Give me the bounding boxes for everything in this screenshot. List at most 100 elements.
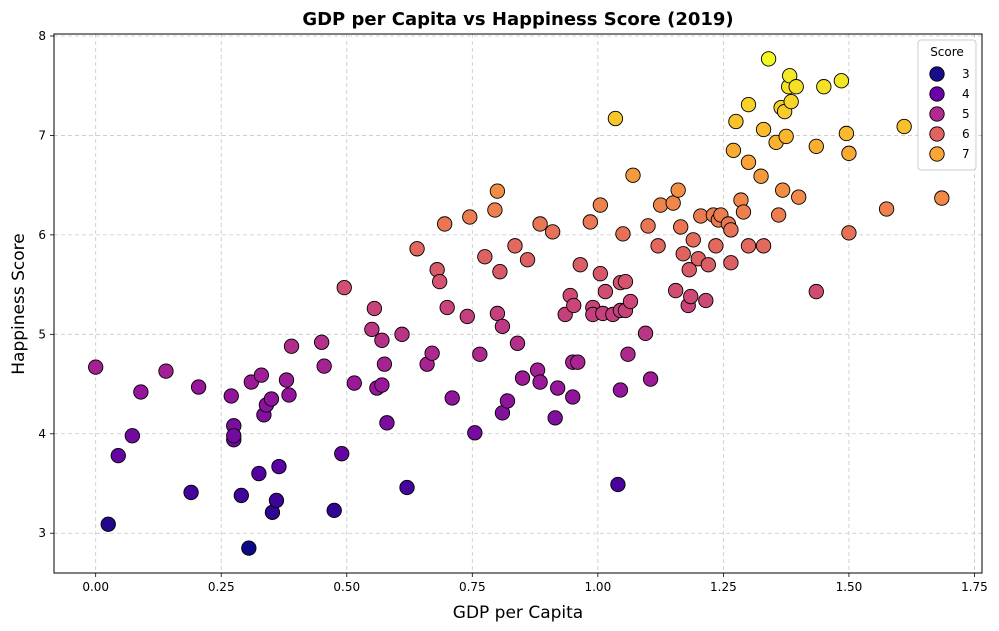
data-point (565, 389, 581, 405)
data-point (379, 415, 395, 431)
data-point (253, 367, 270, 383)
data-point (88, 359, 104, 375)
data-point (668, 282, 684, 299)
data-point (778, 128, 794, 145)
data-point (625, 167, 641, 183)
data-point (364, 321, 380, 338)
data-point (283, 338, 300, 354)
data-point (770, 207, 787, 223)
data-point (100, 516, 116, 532)
data-point (487, 202, 503, 218)
data-point (509, 335, 526, 351)
plot-area (54, 34, 982, 573)
data-point (278, 372, 295, 388)
data-point (477, 249, 493, 265)
data-point (492, 264, 508, 280)
data-point (753, 168, 769, 184)
data-point (268, 492, 285, 509)
data-point (499, 393, 516, 409)
legend-marker (929, 126, 945, 142)
y-tick-label: 4 (38, 427, 46, 441)
data-point (226, 428, 242, 444)
data-point (183, 484, 199, 501)
data-point (622, 293, 639, 310)
legend-title: Score (930, 45, 964, 59)
data-point (735, 204, 752, 220)
axes (53, 33, 983, 574)
x-tick-label: 1.25 (710, 580, 737, 594)
data-point (783, 93, 799, 110)
data-point (241, 540, 257, 556)
data-point (640, 218, 656, 234)
data-point (399, 479, 415, 496)
data-point (841, 145, 857, 161)
data-point (740, 154, 757, 170)
data-point (314, 334, 330, 350)
data-point (896, 118, 912, 135)
data-point (607, 110, 624, 127)
data-point (592, 197, 609, 213)
data-point (251, 465, 267, 482)
data-point (675, 246, 691, 262)
data-point (788, 79, 804, 95)
legend: Score 3 4 5 6 7 (917, 39, 977, 171)
data-point (489, 183, 506, 199)
data-point (133, 384, 149, 400)
x-tick-label: 0.00 (82, 580, 109, 594)
legend-marker (929, 66, 945, 82)
data-point (374, 332, 390, 348)
data-point (394, 326, 410, 342)
data-point (444, 390, 460, 406)
chart-title: GDP per Capita vs Happiness Score (2019) (302, 9, 733, 30)
data-point (439, 299, 455, 316)
data-point (459, 308, 475, 325)
data-point (681, 262, 697, 278)
data-point (610, 476, 626, 493)
x-axis-label: GDP per Capita (453, 603, 583, 623)
data-point (620, 346, 636, 362)
ticks: 0.00 0.25 0.50 0.75 1.00 1.25 1.50 1.75 3 4 5 6 7 8 (38, 29, 987, 594)
data-point (366, 300, 383, 317)
data-point (774, 182, 791, 198)
data-point (791, 189, 807, 205)
y-tick-label: 3 (38, 526, 46, 540)
data-point (462, 209, 478, 225)
data-point (326, 502, 342, 518)
data-point (432, 273, 448, 290)
data-point (570, 354, 586, 370)
data-point (158, 363, 174, 379)
x-tick-label: 0.50 (333, 580, 360, 594)
data-point (467, 425, 483, 441)
data-point (833, 73, 850, 89)
data-point (597, 283, 614, 300)
x-tick-label: 1.75 (961, 580, 988, 594)
data-point (409, 241, 425, 257)
data-point (550, 380, 566, 396)
y-tick-label: 6 (38, 228, 46, 242)
legend-marker (929, 106, 945, 122)
data-point (755, 238, 772, 254)
data-point (263, 391, 280, 407)
data-point (110, 448, 126, 464)
data-point (673, 219, 689, 235)
data-point (519, 252, 536, 268)
data-point (723, 222, 739, 238)
data-point (740, 238, 757, 254)
y-axis-label: Happiness Score (9, 233, 29, 374)
data-point (223, 388, 239, 404)
data-point (808, 283, 824, 300)
data-point (878, 201, 895, 217)
data-point (472, 346, 488, 362)
data-point (547, 410, 563, 426)
data-point (374, 377, 390, 393)
data-point (572, 257, 588, 273)
legend-label: 4 (962, 87, 970, 101)
data-point (544, 224, 561, 240)
data-point (424, 345, 440, 361)
data-point (271, 458, 287, 475)
data-point (437, 216, 453, 232)
plot-background (54, 34, 982, 573)
legend-label: 5 (962, 107, 970, 121)
x-tick-label: 0.25 (208, 580, 235, 594)
data-point (683, 288, 699, 305)
